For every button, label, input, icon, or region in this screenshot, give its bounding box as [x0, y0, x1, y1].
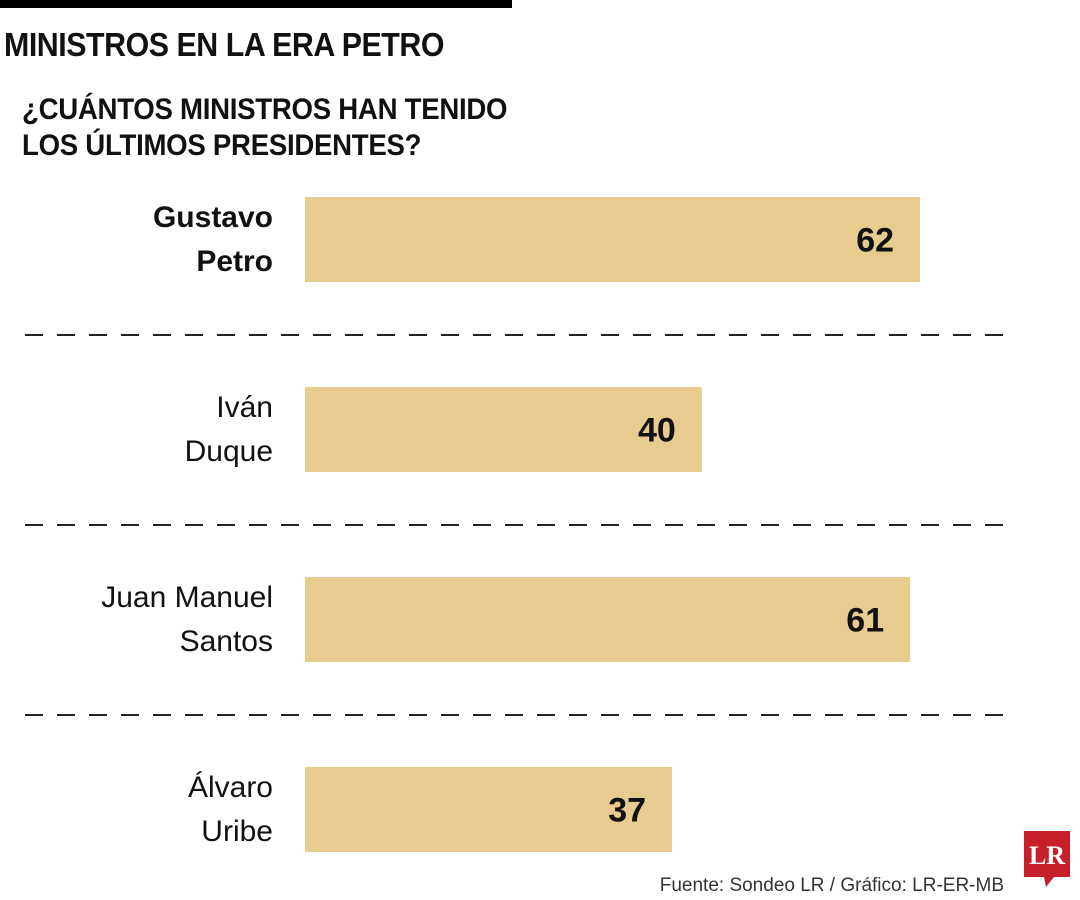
- bar: [305, 197, 921, 282]
- chart-title: MINISTROS EN LA ERA PETRO: [4, 26, 444, 63]
- bar: [305, 387, 702, 472]
- bar: [305, 767, 673, 852]
- chart-subtitle: ¿CUÁNTOS MINISTROS HAN TENIDO LOS ÚLTIMO…: [22, 92, 508, 164]
- source-note: Fuente: Sondeo LR / Gráfico: LR-ER-MB: [659, 875, 1004, 896]
- category-label: Santos: [180, 625, 273, 658]
- category-label: Gustavo: [153, 201, 273, 234]
- bar: [305, 577, 911, 662]
- data-label: 37: [608, 792, 646, 830]
- data-label: 40: [638, 412, 676, 450]
- subtitle-line-2: LOS ÚLTIMOS PRESIDENTES?: [22, 129, 422, 162]
- subtitle-line-1: ¿CUÁNTOS MINISTROS HAN TENIDO: [22, 93, 508, 126]
- category-label: Juan Manuel: [101, 581, 273, 614]
- data-label: 62: [856, 222, 894, 260]
- category-label: Álvaro: [188, 771, 273, 804]
- category-label: Iván: [216, 391, 273, 424]
- category-label: Duque: [185, 435, 273, 468]
- data-label: 61: [846, 602, 884, 640]
- lr-logo: LR: [1024, 831, 1072, 894]
- top-rule: [0, 0, 512, 8]
- svg-text:LR: LR: [1029, 841, 1065, 870]
- category-label: Uribe: [201, 815, 273, 848]
- category-label: Petro: [196, 245, 273, 278]
